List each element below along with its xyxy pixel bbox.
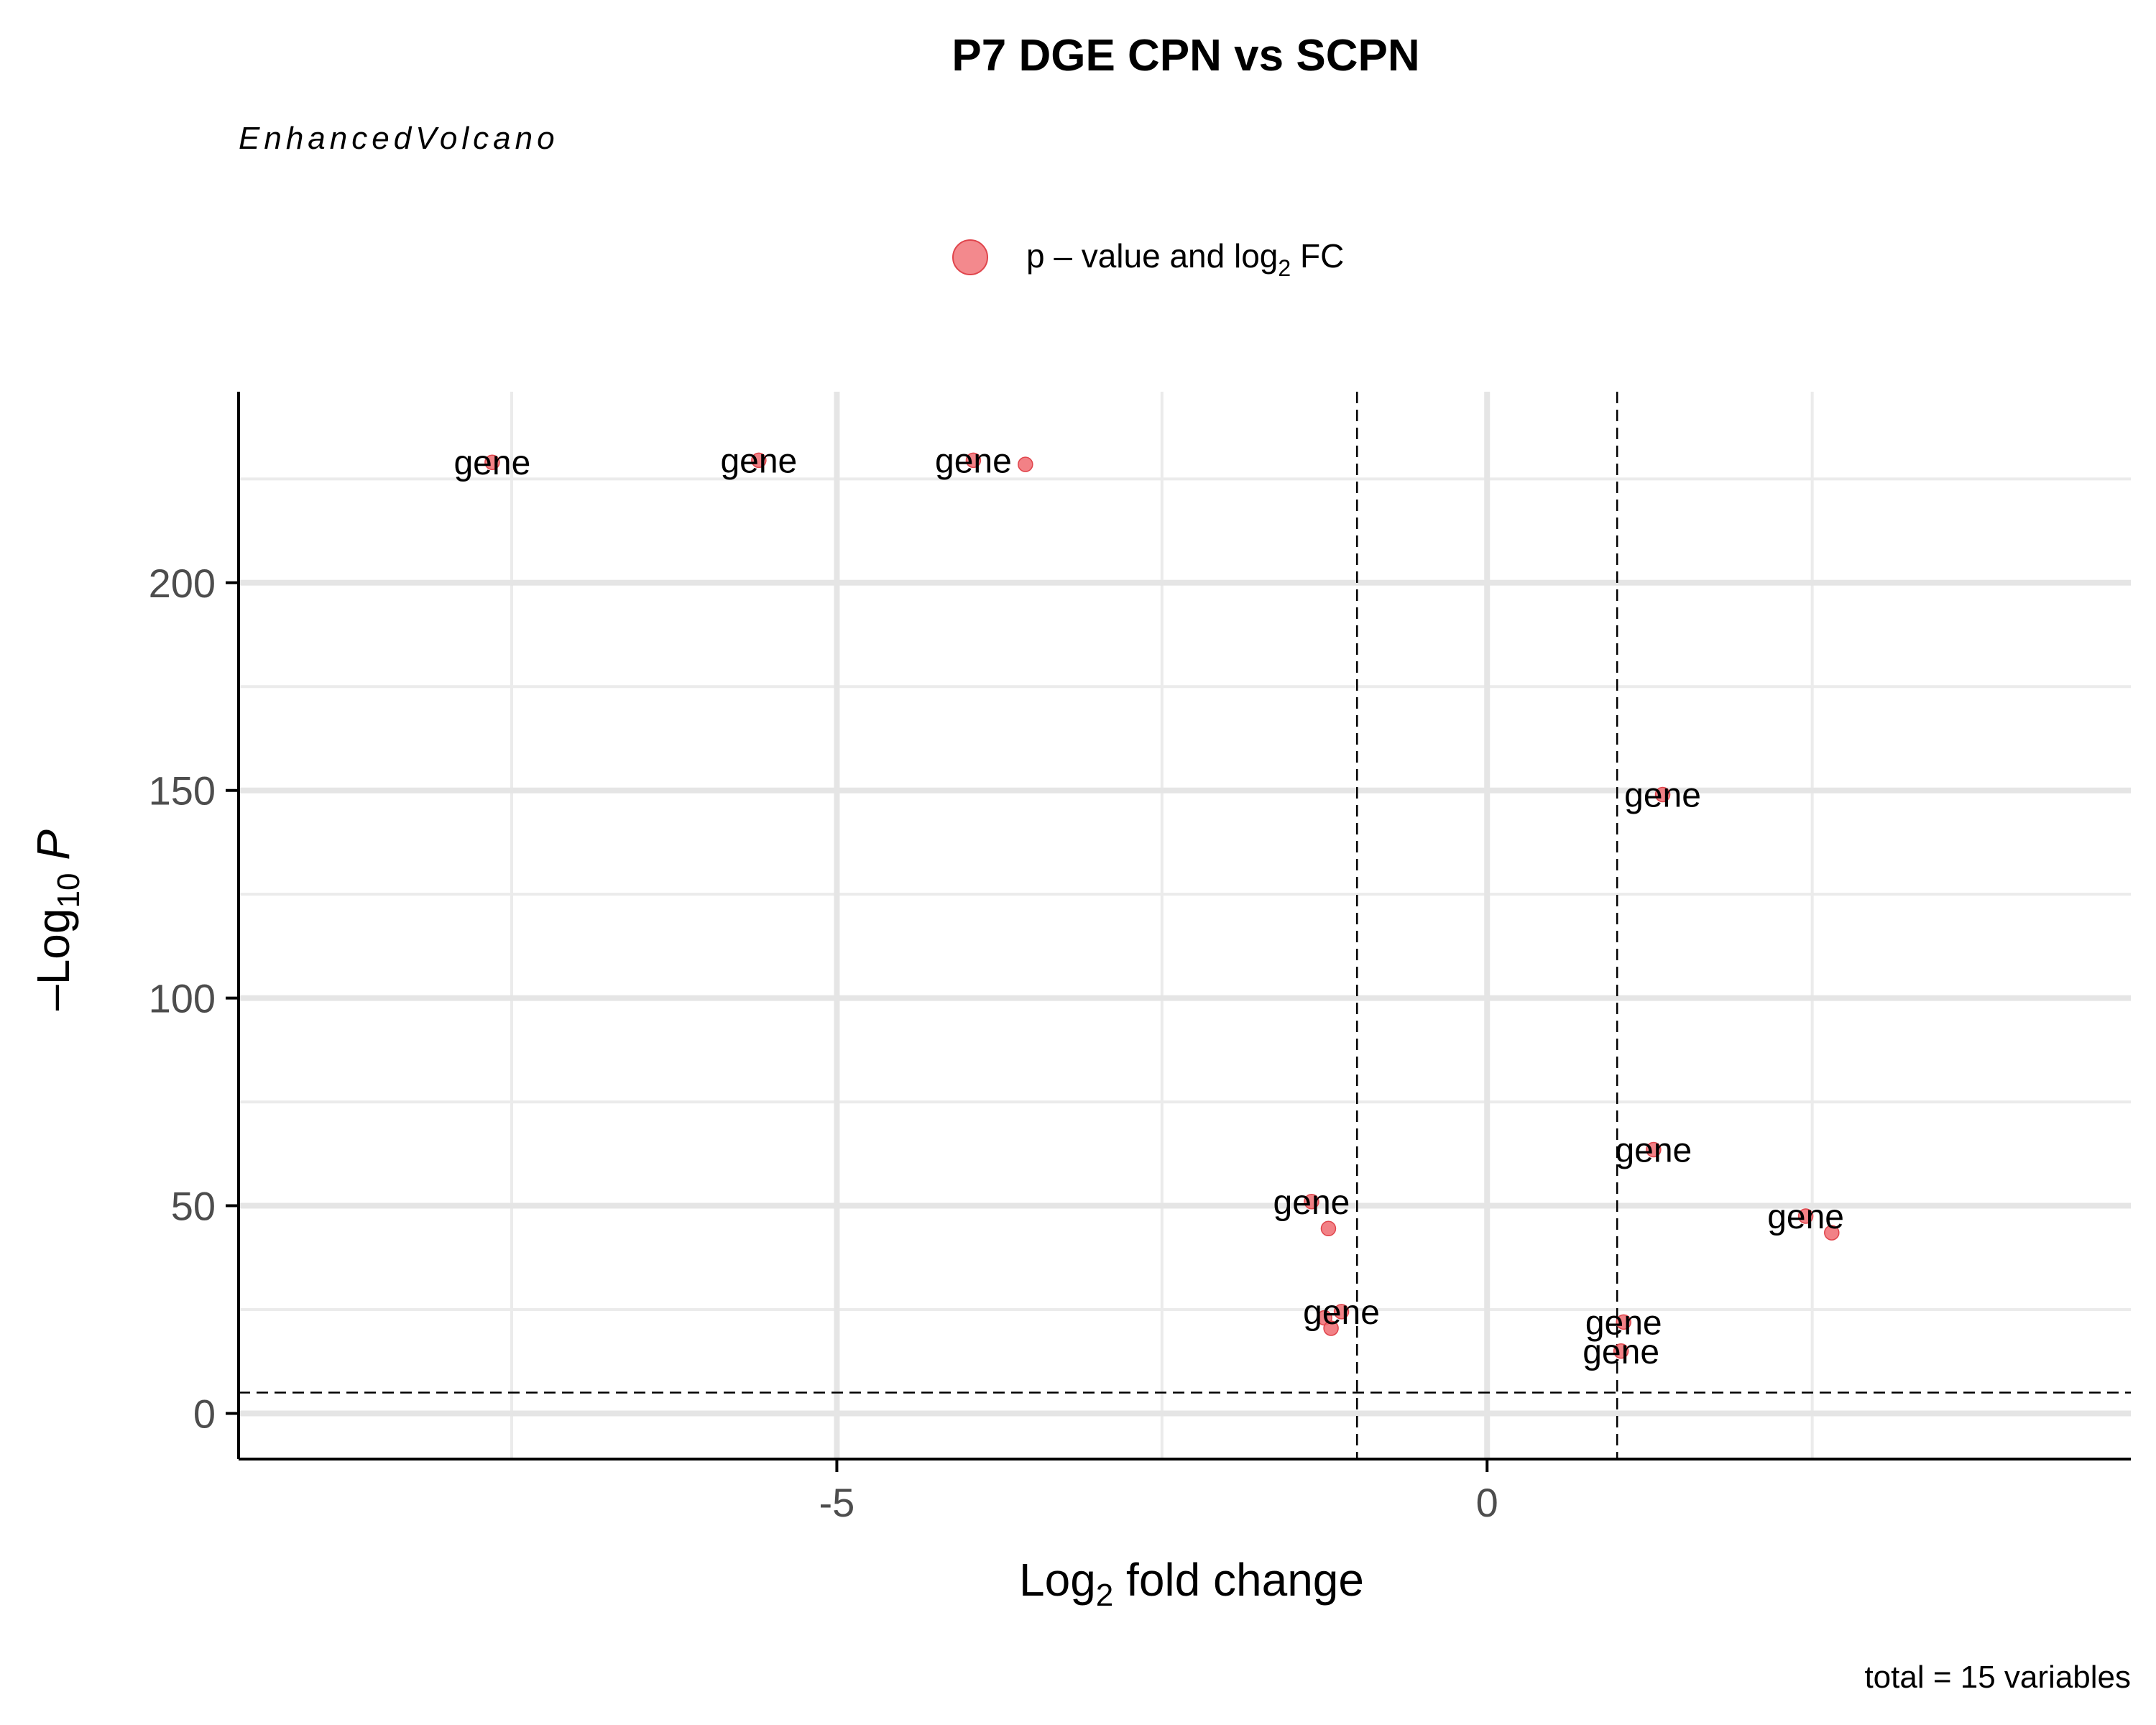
chart-subtitle: EnhancedVolcano bbox=[239, 121, 559, 156]
legend-label-suffix: FC bbox=[1291, 237, 1344, 275]
data-point bbox=[1333, 1304, 1350, 1320]
point-label: gene bbox=[1585, 1304, 1662, 1342]
x-tick-label: -5 bbox=[819, 1480, 855, 1525]
caption: total = 15 variables bbox=[1864, 1660, 2131, 1695]
data-point bbox=[1304, 1194, 1319, 1210]
grid bbox=[239, 392, 2131, 1459]
x-axis-title-rest: fold change bbox=[1113, 1554, 1364, 1606]
y-axis-title: –Log10 P bbox=[27, 829, 86, 1011]
y-axis-title-rest: P bbox=[27, 829, 79, 873]
data-point bbox=[751, 452, 767, 469]
data-points bbox=[484, 452, 1840, 1359]
legend-label-prefix: p – value and log bbox=[1026, 237, 1278, 275]
point-label: gene bbox=[1583, 1333, 1659, 1371]
x-axis-title-sub: 2 bbox=[1096, 1578, 1113, 1613]
point-label: gene bbox=[1303, 1294, 1380, 1332]
point-label: gene bbox=[1273, 1184, 1350, 1222]
data-point bbox=[1646, 1141, 1662, 1158]
data-point bbox=[1323, 1320, 1339, 1336]
point-label: gene bbox=[1615, 1132, 1692, 1170]
x-axis-title: Log2 fold change bbox=[1019, 1554, 1364, 1613]
ticks: 0 50 100 150 200 -5 0 bbox=[149, 561, 1498, 1525]
cutoff-lines bbox=[239, 392, 2131, 1459]
y-axis-title-prefix: –Log bbox=[27, 908, 79, 1011]
y-axis-title-sub: 10 bbox=[51, 873, 86, 908]
point-label: gene bbox=[1767, 1198, 1844, 1236]
y-tick-label: 0 bbox=[193, 1391, 216, 1436]
data-point bbox=[1797, 1208, 1814, 1224]
point-label: gene bbox=[935, 442, 1012, 480]
data-point bbox=[1616, 1314, 1631, 1330]
data-point bbox=[1018, 456, 1033, 472]
x-tick-label: 0 bbox=[1476, 1480, 1498, 1525]
point-label: gene bbox=[453, 444, 530, 482]
data-point bbox=[1320, 1220, 1337, 1237]
data-point bbox=[965, 452, 982, 469]
chart-title: P7 DGE CPN vs SCPN bbox=[952, 31, 1419, 80]
legend-label: p – value and log2 FC bbox=[1026, 237, 1344, 281]
data-point bbox=[1654, 786, 1671, 803]
axes bbox=[237, 392, 2131, 1460]
legend-label-sub: 2 bbox=[1278, 255, 1291, 281]
y-tick-label: 100 bbox=[149, 976, 216, 1021]
y-tick-label: 150 bbox=[149, 768, 216, 814]
x-axis-title-main: Log bbox=[1019, 1554, 1096, 1606]
legend-marker bbox=[952, 239, 988, 275]
point-label: gene bbox=[1624, 776, 1701, 814]
data-point bbox=[1824, 1225, 1840, 1241]
y-tick-label: 200 bbox=[149, 561, 216, 606]
point-label: gene bbox=[720, 442, 797, 480]
y-tick-label: 50 bbox=[171, 1184, 216, 1229]
data-point bbox=[484, 454, 500, 470]
legend: p – value and log2 FC bbox=[952, 237, 1344, 281]
data-point bbox=[1613, 1343, 1629, 1359]
